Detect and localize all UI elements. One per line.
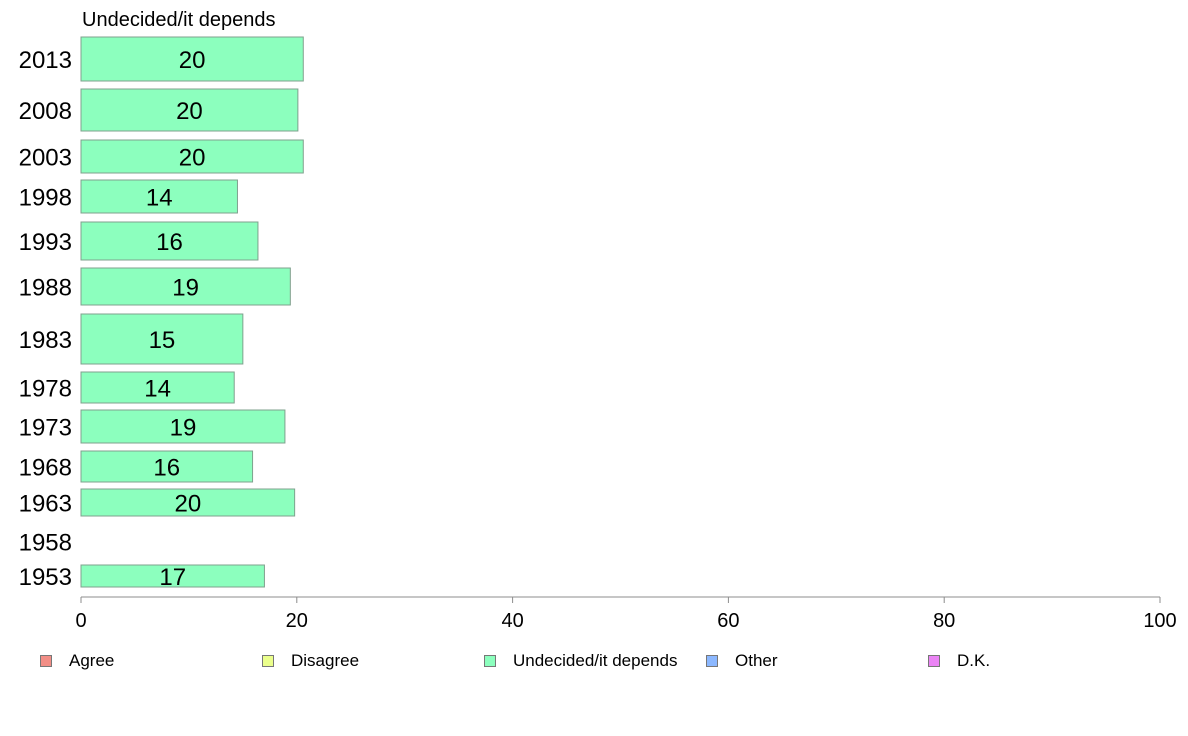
x-axis-ticks: 0 20 40 60 80 100 <box>75 597 1177 632</box>
legend-swatch <box>484 655 496 667</box>
legend: Agree Disagree Undecided/it depends Other D.… <box>0 650 1188 674</box>
chart-canvas: Undecided/it depends 2020201416191514191… <box>19 9 1177 632</box>
bar <box>80 371 235 404</box>
bar-value-label: 14 <box>144 376 171 403</box>
legend-label: D.K. <box>957 651 991 670</box>
legend-label: Agree <box>69 651 115 670</box>
bar-value-label: 19 <box>170 415 197 442</box>
bar-value-label: 15 <box>149 327 176 354</box>
x-tick-label: 0 <box>75 610 86 632</box>
legend-swatch <box>706 655 718 667</box>
year-label: 1988 <box>19 275 72 302</box>
x-tick-label: 20 <box>286 610 308 632</box>
bar <box>80 267 291 306</box>
bar <box>80 139 304 174</box>
year-label: 1998 <box>19 185 72 212</box>
chart-title: Undecided/it depends <box>82 9 275 31</box>
legend-item: Agree <box>40 650 114 672</box>
year-label: 1993 <box>19 229 72 256</box>
year-label: 2003 <box>19 145 72 172</box>
bar-value-label: 16 <box>153 455 180 482</box>
bar-value-label: 20 <box>176 98 203 125</box>
bar <box>80 36 304 82</box>
x-tick-label: 60 <box>717 610 739 632</box>
bar-value-label: 20 <box>179 145 206 172</box>
year-label: 1963 <box>19 491 72 518</box>
bar <box>80 409 286 444</box>
year-label: 1983 <box>19 327 72 354</box>
x-tick-label: 100 <box>1143 610 1176 632</box>
bar-value-label: 17 <box>159 564 186 591</box>
bar-value-label: 19 <box>172 275 199 302</box>
legend-swatch <box>262 655 274 667</box>
year-label: 2008 <box>19 98 72 125</box>
year-label: 2013 <box>19 47 72 74</box>
year-label: 1953 <box>19 564 72 591</box>
bar-value-label: 20 <box>174 491 201 518</box>
legend-item: Other <box>706 650 778 672</box>
bar <box>80 450 254 483</box>
legend-swatch <box>928 655 940 667</box>
bar <box>80 221 259 261</box>
legend-item: D.K. <box>928 650 990 672</box>
legend-label: Disagree <box>291 651 360 670</box>
x-tick-label: 80 <box>933 610 955 632</box>
legend-item: Undecided/it depends <box>484 650 677 672</box>
legend-label: Undecided/it depends <box>513 651 678 670</box>
x-tick-label: 40 <box>501 610 523 632</box>
year-label: 1958 <box>19 530 72 557</box>
bar <box>80 488 296 517</box>
bar <box>80 179 238 214</box>
year-labels: 2013 2008 2003 1998 1993 1988 1983 1978 1973 1968… <box>19 47 72 591</box>
bar-value-label: 14 <box>146 185 173 212</box>
bar-value-label: 20 <box>179 47 206 74</box>
bar-value-label: 16 <box>156 229 183 256</box>
legend-label: Other <box>735 651 778 670</box>
bar <box>80 313 244 365</box>
bar <box>80 564 265 588</box>
year-label: 1968 <box>19 455 72 482</box>
year-label: 1973 <box>19 415 72 442</box>
bar <box>80 88 299 132</box>
year-label: 1978 <box>19 376 72 403</box>
legend-swatch <box>40 655 52 667</box>
legend-item: Disagree <box>262 650 359 672</box>
